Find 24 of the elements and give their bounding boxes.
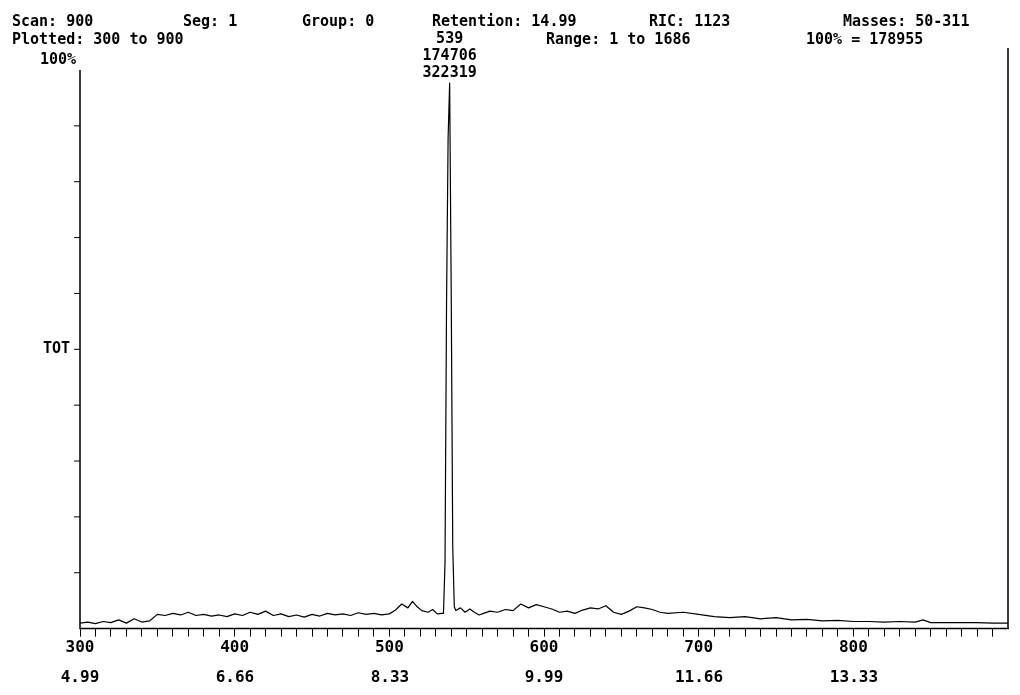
- text: 100%: [39, 49, 76, 68]
- x-tick-label: 700: [684, 637, 714, 657]
- x-tick-label: 300: [65, 637, 95, 657]
- text: Seg: 1: [183, 11, 238, 30]
- x2-tick-label: 4.99: [60, 666, 100, 686]
- x2-tick-label: 11.66: [674, 666, 724, 686]
- x-tick-label: 500: [374, 637, 404, 657]
- text: Masses: 50-311: [843, 11, 970, 30]
- text: Retention: 14.99: [432, 11, 577, 30]
- text: 100% = 178955: [806, 29, 924, 48]
- x2-tick-label: 13.33: [829, 666, 879, 686]
- text: Group: 0: [302, 11, 375, 30]
- text: Range: 1 to 1686: [546, 29, 691, 48]
- x-tick-label: 600: [529, 637, 559, 657]
- x2-tick-label: 6.66: [215, 666, 255, 686]
- text: RIC: 1123: [649, 11, 731, 30]
- y-axis-title: TOT: [42, 339, 70, 358]
- x2-tick-label: 9.99: [524, 666, 564, 686]
- text: Plotted: 300 to 900: [12, 29, 184, 48]
- annotation: 539 174706 322319: [422, 28, 477, 81]
- text: Scan: 900: [12, 11, 94, 30]
- x-tick-label: 800: [838, 637, 868, 657]
- x-tick-label: 400: [220, 637, 250, 657]
- x2-tick-label: 8.33: [370, 666, 410, 686]
